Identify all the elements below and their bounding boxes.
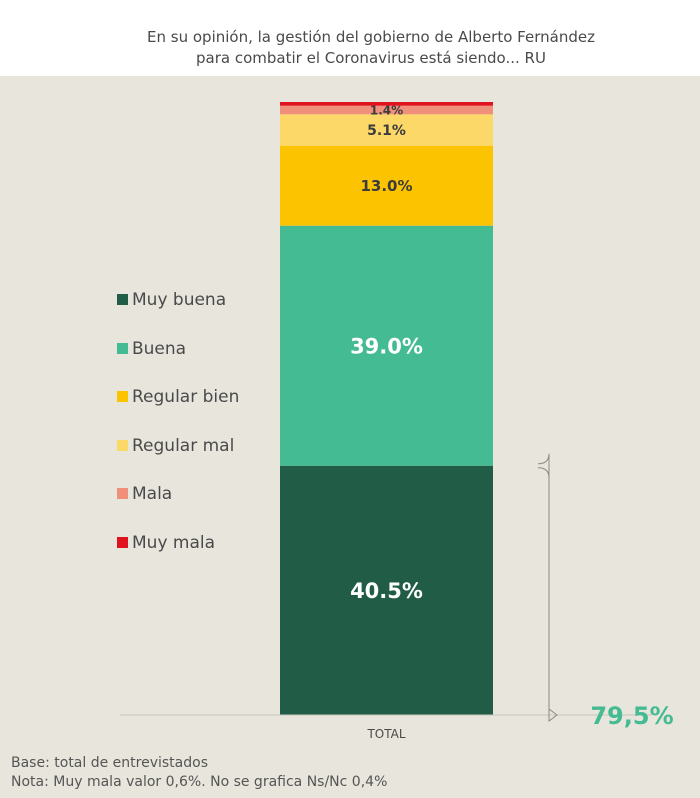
legend-swatch-buena	[117, 342, 128, 354]
bar-segment-muy-buena	[280, 465, 493, 715]
legend-item-buena: Buena	[117, 337, 239, 386]
data-label-buena: 39.0%	[350, 334, 423, 358]
chart-title-line-2: para combatir el Coronavirus está siendo…	[196, 49, 546, 67]
legend-item-muy-mala: Muy mala	[117, 531, 239, 580]
data-label-regular-mal: 5.1%	[367, 123, 406, 139]
legend-swatch-regular-mal	[117, 439, 128, 451]
note-nota: Nota: Muy mala valor 0,6%. No se grafica…	[11, 774, 388, 790]
bracket	[537, 453, 558, 722]
bar-segment-regular-mal	[280, 114, 493, 146]
bar-segment-buena	[280, 225, 493, 466]
legend-label: Buena	[132, 338, 187, 359]
legend-item-mala: Mala	[117, 482, 239, 531]
legend-label: Muy mala	[132, 532, 216, 553]
data-label-muy-buena: 40.5%	[350, 579, 423, 603]
note-base: Base: total de entrevistados	[11, 755, 208, 771]
legend-label: Muy buena	[132, 290, 227, 310]
legend-item-regular-mal: Regular mal	[117, 434, 239, 483]
legend-swatch-muy-buena	[117, 294, 128, 305]
bar-segment-regular-bien	[280, 145, 493, 226]
legend-swatch-regular-bien	[117, 391, 128, 403]
data-label-mala: 1.4%	[370, 103, 403, 117]
bar-segment-muy-mala	[280, 102, 493, 106]
chart-title-line-1: En su opinión, la gestión del gobierno d…	[147, 28, 595, 46]
legend-label: Mala	[132, 484, 173, 505]
legend-swatch-muy-mala	[117, 536, 128, 548]
bar-segment-mala	[280, 105, 493, 115]
legend-item-muy-buena: Muy buena	[117, 288, 239, 337]
data-label-regular-bien: 13.0%	[360, 177, 412, 195]
legend-label: Regular bien	[132, 387, 240, 408]
legend-swatch-mala	[117, 488, 128, 500]
chart-title: En su opinión, la gestión del gobierno d…	[0, 27, 700, 69]
category-label-total: TOTAL	[366, 727, 405, 741]
legend-label: Regular mal	[132, 435, 235, 456]
legend-item-regular-bien: Regular bien	[117, 385, 239, 434]
bracket-total-label: 79,5%	[590, 702, 673, 730]
legend: Muy buena Buena Regular bien Regular mal Mal…	[117, 288, 239, 580]
